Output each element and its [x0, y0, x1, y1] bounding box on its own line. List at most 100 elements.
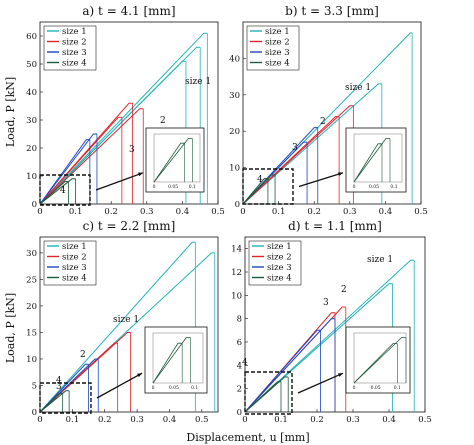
inset-x-tick-label: 0.05: [168, 184, 178, 190]
inset: 0 0.05 0.1: [145, 127, 205, 193]
x-tick-label: 0.4: [163, 415, 177, 425]
panel-2: c) t = 2.2 [mm]0 0.1 0.2 0.3 0.4 0.5051015202…: [26, 219, 219, 425]
inset-axes: [153, 133, 201, 183]
x-tick-label: 0.2: [104, 207, 118, 217]
size-annotation: 3: [129, 145, 135, 155]
panel-title: c) t = 2.2 [mm]: [83, 219, 176, 233]
x-tick-label: 0.5: [414, 207, 428, 217]
x-tick-label: 0.4: [382, 415, 396, 425]
y-tick-label: 30: [26, 249, 37, 259]
size-annotation: 3: [56, 382, 62, 392]
x-tick-label: 0: [37, 415, 42, 425]
zoom-arrow: [297, 372, 344, 394]
y-tick-label: 0: [237, 408, 242, 418]
size-annotation: 2: [320, 117, 326, 127]
inset: 0 0.05 0.1: [345, 326, 411, 394]
inset-series-line: [153, 142, 185, 183]
inset-x-tick-label: 0.05: [169, 385, 179, 391]
series-line: [244, 381, 281, 413]
series-line: [39, 392, 63, 413]
size-annotation: size 1: [345, 83, 371, 93]
inset-frame: [144, 326, 208, 394]
size-annotation: 2: [341, 285, 347, 295]
x-tick-label: 0: [37, 207, 42, 217]
zoom-region-box: [39, 174, 91, 206]
legend-label: size 2: [62, 253, 87, 263]
size-annotation: size 1: [185, 77, 211, 87]
legend-label: size 1: [62, 27, 87, 37]
inset-series-line: [353, 337, 406, 384]
legend-label: size 3: [62, 263, 87, 273]
figure-ylabel-bottom: Load, P [kN]: [4, 293, 17, 363]
x-tick-label: 0.2: [98, 415, 112, 425]
series-line: [244, 329, 321, 413]
legend-label: size 2: [62, 38, 87, 48]
series-line: [39, 178, 76, 205]
inset-frame: [145, 127, 205, 193]
zoom-arrow-head: [338, 172, 343, 177]
inset-series-line: [152, 337, 191, 384]
x-tick-label: 0.2: [307, 207, 321, 217]
legend-label: size 1: [265, 27, 290, 37]
inset-series-line: [353, 143, 382, 183]
inset-axes: [353, 133, 403, 183]
inset-x-tick-label: 0: [152, 385, 155, 391]
y-tick-label: 60: [26, 32, 37, 42]
panel-3: d) t = 1.1 [mm]0 0.1 0.2 0.3 0.4 0.5024681012…: [231, 219, 432, 425]
y-tick-label: 20: [26, 302, 37, 312]
y-tick-label: 2: [237, 385, 242, 395]
y-tick-label: 40: [229, 54, 240, 64]
y-tick-label: 20: [26, 144, 37, 154]
series-line: [244, 318, 335, 413]
series-line: [39, 342, 118, 413]
x-tick-label: 0.1: [272, 207, 286, 217]
series-line: [39, 241, 196, 413]
y-tick-label: 40: [26, 88, 37, 98]
series-line: [39, 390, 70, 413]
zoom-arrow: [298, 172, 344, 188]
y-tick-label: 25: [26, 275, 37, 285]
inset-x-tick-label: 0.05: [371, 385, 381, 391]
y-tick-label: 50: [26, 60, 37, 70]
inset-series-line: [353, 343, 398, 384]
inset-x-tick-label: 0: [353, 385, 356, 391]
x-tick-label: 0: [242, 415, 247, 425]
y-tick-label: 30: [26, 116, 37, 126]
series-line: [39, 139, 90, 205]
inset-series-line: [153, 137, 193, 183]
legend-label: size 4: [62, 274, 87, 284]
legend-label: size 2: [267, 253, 292, 263]
legend-box: [43, 25, 97, 71]
size-annotation: 2: [160, 116, 166, 126]
legend-label: size 3: [62, 48, 87, 58]
inset-series-line: [353, 137, 390, 183]
x-tick-label: 0.1: [274, 415, 288, 425]
inset-x-tick-label: 0.1: [390, 184, 397, 190]
y-tick-label: 0: [32, 408, 37, 418]
inset-x-tick-label: 0.1: [191, 385, 198, 391]
inset-x-tick-label: 0: [353, 184, 356, 190]
series-line: [39, 181, 69, 205]
x-tick-label: 0.5: [195, 415, 209, 425]
inset-x-tick-label: 0.1: [394, 385, 401, 391]
panel-title: b) t = 3.3 [mm]: [285, 4, 379, 18]
series-line: [242, 105, 354, 205]
inset-frame: [345, 127, 407, 193]
y-tick-label: 10: [26, 172, 37, 182]
x-tick-label: 0.2: [310, 415, 324, 425]
y-tick-label: 10: [26, 355, 37, 365]
legend-label: size 4: [62, 59, 87, 69]
x-tick-label: 0: [240, 207, 245, 217]
legend-label: size 3: [267, 263, 292, 273]
zoom-region-box: [39, 382, 92, 414]
series-line: [244, 376, 289, 413]
x-tick-label: 0.3: [130, 415, 144, 425]
x-tick-label: 0.4: [176, 207, 190, 217]
inset-x-tick-label: 0.05: [369, 184, 379, 190]
series-line: [244, 283, 393, 413]
legend-label: size 2: [265, 38, 290, 48]
y-tick-label: 4: [237, 361, 242, 371]
size-annotation: size 1: [113, 315, 139, 325]
legend-label: size 4: [265, 59, 290, 69]
